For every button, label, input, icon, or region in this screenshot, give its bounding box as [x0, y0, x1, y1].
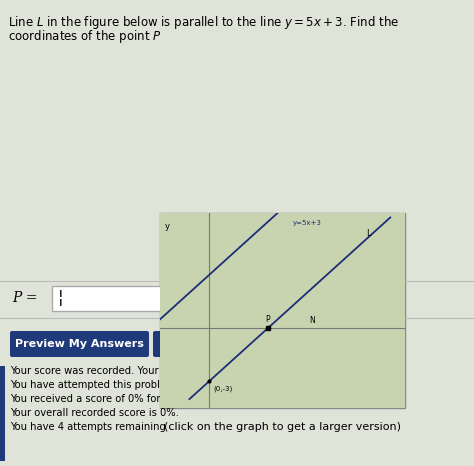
Text: You received a score of 0% for this attempt.: You received a score of 0% for this atte…: [10, 394, 228, 404]
Text: help (points): help (points): [310, 292, 385, 304]
FancyBboxPatch shape: [153, 331, 275, 357]
Text: N: N: [309, 316, 315, 325]
Text: coordinates of the point $P$: coordinates of the point $P$: [8, 28, 162, 45]
Text: P: P: [265, 315, 270, 324]
Text: (click on the graph to get a larger version): (click on the graph to get a larger vers…: [164, 422, 401, 432]
Bar: [0, 366, 5, 461]
Text: Submit Answers: Submit Answers: [164, 339, 264, 349]
FancyBboxPatch shape: [10, 331, 149, 357]
Text: You have 4 attempts remaining: You have 4 attempts remaining: [10, 422, 166, 432]
Text: Your overall recorded score is 0%.: Your overall recorded score is 0%.: [10, 408, 179, 418]
Text: y=5x+3: y=5x+3: [292, 220, 321, 226]
Text: Line $L$ in the figure below is parallel to the line $y = 5x + 3$. Find the: Line $L$ in the figure below is parallel…: [8, 14, 399, 31]
Text: P =: P =: [12, 291, 37, 305]
Text: You have attempted this problem 6 times.: You have attempted this problem 6 times.: [10, 380, 219, 390]
Text: Your score was recorded. Your score was successfully sent to the LMS.: Your score was recorded. Your score was …: [10, 366, 359, 376]
Bar: [160, 213, 405, 408]
Text: Preview My Answers: Preview My Answers: [15, 339, 144, 349]
Text: L: L: [366, 229, 370, 238]
Text: (0,-3): (0,-3): [213, 385, 232, 392]
Bar: [52, 286, 297, 311]
Text: ¦: ¦: [58, 289, 64, 307]
Text: y: y: [165, 222, 170, 231]
